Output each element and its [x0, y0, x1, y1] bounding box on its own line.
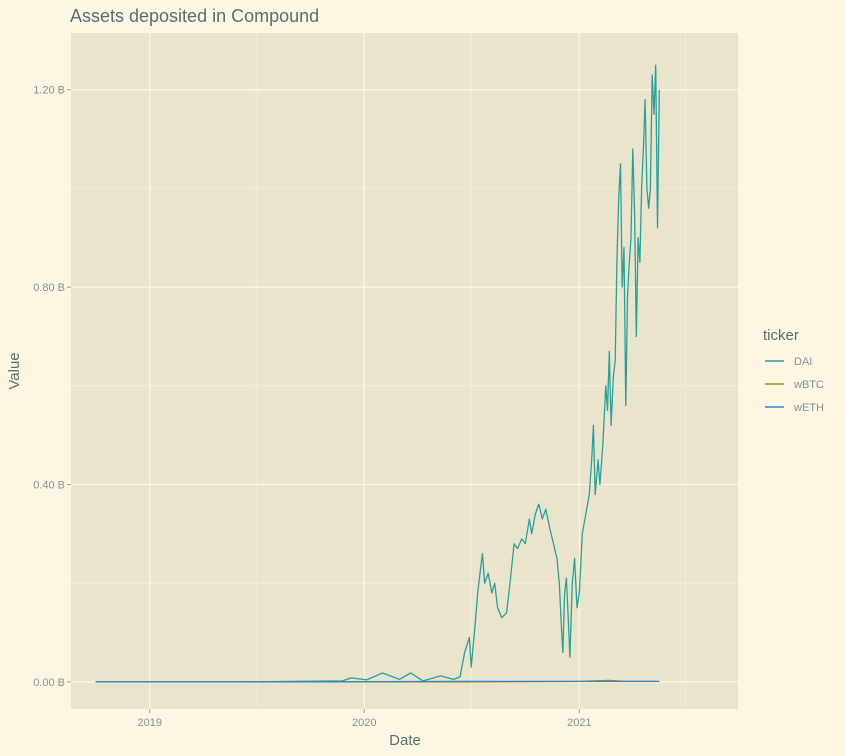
y-tick-label: 0.40 B: [33, 479, 65, 491]
legend: ticker DAI wBTC wETH: [763, 327, 824, 414]
x-tick-label: 2021: [567, 717, 591, 729]
legend-label-weth: wETH: [793, 402, 824, 414]
legend-title: ticker: [763, 327, 799, 344]
minor-gridlines: [71, 33, 738, 709]
y-tick-label: 0.80 B: [33, 282, 65, 294]
series-line-weth: [95, 680, 660, 683]
legend-label-dai: DAI: [794, 356, 812, 368]
legend-label-wbtc: wBTC: [793, 379, 824, 391]
x-axis: 2019 2020 2021: [138, 709, 592, 729]
x-tick-label: 2019: [138, 717, 162, 729]
y-axis-title: Value: [6, 352, 23, 389]
series-line-dai: [95, 64, 660, 683]
plot-panel: [71, 33, 738, 709]
y-tick-label: 0.00 B: [33, 677, 65, 689]
y-axis: 0.00 B 0.40 B 0.80 B 1.20 B: [33, 85, 71, 689]
chart-title: Assets deposited in Compound: [70, 6, 319, 26]
x-axis-title: Date: [389, 732, 421, 749]
y-tick-label: 1.20 B: [33, 85, 65, 97]
x-tick-label: 2020: [352, 717, 376, 729]
series-lines: [95, 64, 660, 683]
